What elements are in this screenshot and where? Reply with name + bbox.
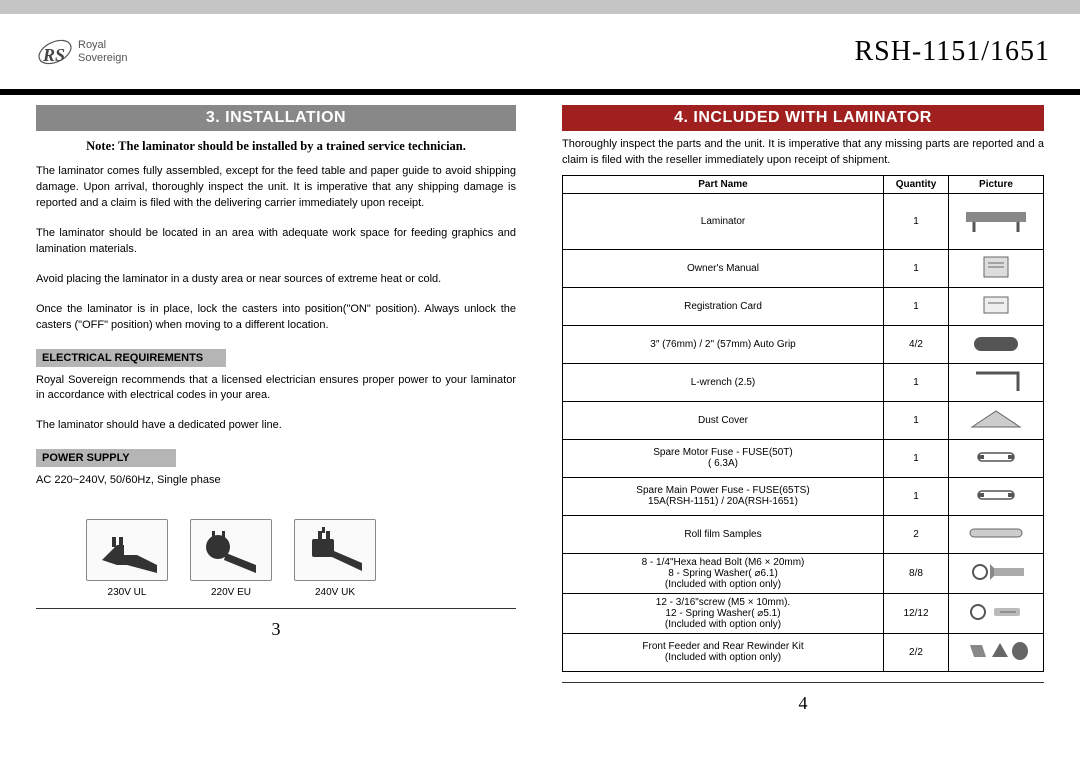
plug-uk-icon	[300, 525, 370, 575]
table-row: Owner's Manual1	[563, 249, 1044, 287]
power-supply-header: POWER SUPPLY	[36, 449, 176, 467]
table-row: Roll film Samples2	[563, 515, 1044, 553]
brand-logo: RS Royal Sovereign	[36, 35, 128, 69]
part-name-cell: L-wrench (2.5)	[563, 363, 884, 401]
part-name-cell: Owner's Manual	[563, 249, 884, 287]
electrical-req-header: ELECTRICAL REQUIREMENTS	[36, 349, 226, 367]
table-row: 12 - 3/16"screw (M5 × 10mm). 12 - Spring…	[563, 593, 1044, 633]
header: RS Royal Sovereign RSH-1151/1651	[0, 14, 1080, 89]
part-name-cell: 8 - 1/4"Hexa head Bolt (M6 × 20mm) 8 - S…	[563, 553, 884, 593]
install-para4: Once the laminator is in place, lock the…	[36, 302, 516, 334]
right-footer-rule	[562, 682, 1044, 683]
install-para3: Avoid placing the laminator in a dusty a…	[36, 272, 516, 288]
install-note: Note: The laminator should be installed …	[36, 139, 516, 154]
plug-240v: 240V UK	[294, 519, 376, 598]
picture-cell	[949, 439, 1044, 477]
part-name-cell: Laminator	[563, 193, 884, 249]
table-row: Registration Card1	[563, 287, 1044, 325]
table-row: 8 - 1/4"Hexa head Bolt (M6 × 20mm) 8 - S…	[563, 553, 1044, 593]
top-grey-bar	[0, 0, 1080, 14]
picture-cell	[949, 593, 1044, 633]
qty-cell: 1	[884, 249, 949, 287]
right-column: 4. INCLUDED WITH LAMINATOR Thoroughly in…	[540, 105, 1044, 714]
table-row: Front Feeder and Rear Rewinder Kit (Incl…	[563, 633, 1044, 671]
plug-label-2: 240V UK	[315, 587, 355, 598]
installation-header: 3. INSTALLATION	[36, 105, 516, 131]
plug-ul-icon	[92, 525, 162, 575]
plug-eu-icon	[196, 525, 266, 575]
plug-220v: 220V EU	[190, 519, 272, 598]
brand-line2: Sovereign	[78, 52, 128, 64]
part-name-cell: 12 - 3/16"screw (M5 × 10mm). 12 - Spring…	[563, 593, 884, 633]
plug-label-0: 230V UL	[108, 587, 147, 598]
page-number-right: 4	[562, 693, 1044, 714]
picture-cell	[949, 287, 1044, 325]
picture-cell	[949, 515, 1044, 553]
part-name-cell: Dust Cover	[563, 401, 884, 439]
power-text: AC 220~240V, 50/60Hz, Single phase	[36, 473, 516, 489]
picture-cell	[949, 363, 1044, 401]
col-partname: Part Name	[563, 175, 884, 193]
page-number-left: 3	[36, 619, 516, 640]
table-row: Laminator1	[563, 193, 1044, 249]
qty-cell: 1	[884, 363, 949, 401]
part-name-cell: Registration Card	[563, 287, 884, 325]
picture-cell	[949, 401, 1044, 439]
qty-cell: 2	[884, 515, 949, 553]
qty-cell: 1	[884, 287, 949, 325]
install-para1: The laminator comes fully assembled, exc…	[36, 164, 516, 212]
table-row: L-wrench (2.5)1	[563, 363, 1044, 401]
picture-cell	[949, 477, 1044, 515]
picture-cell	[949, 633, 1044, 671]
table-row: Spare Main Power Fuse - FUSE(65TS) 15A(R…	[563, 477, 1044, 515]
svg-text:RS: RS	[42, 45, 65, 65]
install-para2: The laminator should be located in an ar…	[36, 226, 516, 258]
included-header: 4. INCLUDED WITH LAMINATOR	[562, 105, 1044, 131]
col-picture: Picture	[949, 175, 1044, 193]
part-name-cell: Spare Main Power Fuse - FUSE(65TS) 15A(R…	[563, 477, 884, 515]
left-column: 3. INSTALLATION Note: The laminator shou…	[36, 105, 540, 714]
elec-text2: The laminator should have a dedicated po…	[36, 418, 516, 434]
qty-cell: 2/2	[884, 633, 949, 671]
rs-logo-icon: RS	[36, 35, 74, 69]
qty-cell: 4/2	[884, 325, 949, 363]
picture-cell	[949, 325, 1044, 363]
qty-cell: 12/12	[884, 593, 949, 633]
left-footer-rule	[36, 608, 516, 609]
qty-cell: 1	[884, 477, 949, 515]
col-qty: Quantity	[884, 175, 949, 193]
plug-images-row: 230V UL 220V EU	[86, 519, 516, 598]
part-name-cell: 3″ (76mm) / 2" (57mm) Auto Grip	[563, 325, 884, 363]
qty-cell: 1	[884, 401, 949, 439]
table-row: Dust Cover1	[563, 401, 1044, 439]
content-area: 3. INSTALLATION Note: The laminator shou…	[0, 95, 1080, 714]
plug-230v: 230V UL	[86, 519, 168, 598]
included-intro: Thoroughly inspect the parts and the uni…	[562, 137, 1044, 169]
parts-table: Part Name Quantity Picture Laminator1Own…	[562, 175, 1044, 672]
table-row: 3″ (76mm) / 2" (57mm) Auto Grip4/2	[563, 325, 1044, 363]
model-number: RSH-1151/1651	[854, 36, 1050, 68]
table-header-row: Part Name Quantity Picture	[563, 175, 1044, 193]
brand-line1: Royal	[78, 39, 128, 51]
elec-text: Royal Sovereign recommends that a licens…	[36, 373, 516, 405]
qty-cell: 1	[884, 439, 949, 477]
picture-cell	[949, 249, 1044, 287]
qty-cell: 1	[884, 193, 949, 249]
table-row: Spare Motor Fuse - FUSE(50T) ( 6.3A)1	[563, 439, 1044, 477]
part-name-cell: Roll film Samples	[563, 515, 884, 553]
qty-cell: 8/8	[884, 553, 949, 593]
part-name-cell: Spare Motor Fuse - FUSE(50T) ( 6.3A)	[563, 439, 884, 477]
picture-cell	[949, 553, 1044, 593]
picture-cell	[949, 193, 1044, 249]
part-name-cell: Front Feeder and Rear Rewinder Kit (Incl…	[563, 633, 884, 671]
plug-label-1: 220V EU	[211, 587, 251, 598]
